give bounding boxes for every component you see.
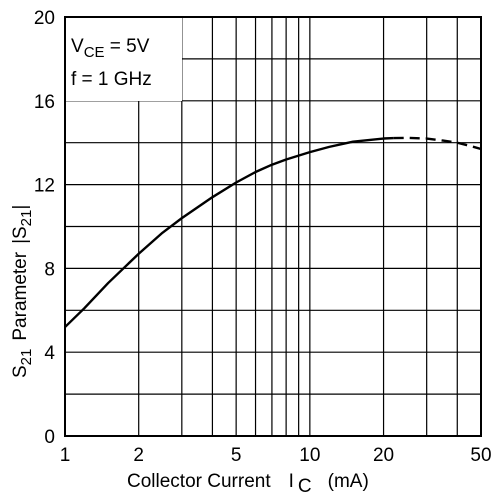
annotation-vce: VCE = 5V (71, 36, 150, 61)
y-tick-label: 4 (44, 343, 55, 364)
y-tick-label: 0 (44, 427, 55, 448)
annotation-frequency: f = 1 GHz (71, 69, 152, 90)
x-tick-label: 50 (470, 445, 491, 466)
y-tick-label: 8 (44, 259, 55, 280)
y-tick-label: 16 (34, 92, 55, 113)
y-axis-label: S21Parameter|S21| (10, 205, 35, 378)
series-line-solid (64, 136, 394, 328)
x-tick-label: 10 (299, 445, 320, 466)
plot-frame (64, 16, 482, 437)
y-tick-label: 20 (34, 8, 55, 29)
annotation-box (65, 17, 182, 101)
series-line-dashed (393, 136, 482, 151)
x-tick-label: 2 (133, 445, 144, 466)
data-series (64, 136, 482, 328)
x-tick-label: 5 (231, 445, 242, 466)
y-tick-label: 12 (34, 176, 55, 197)
x-axis-label: Collector Current I C (mA) (127, 471, 369, 497)
x-tick-label: 1 (60, 445, 71, 466)
x-tick-label: 20 (373, 445, 394, 466)
